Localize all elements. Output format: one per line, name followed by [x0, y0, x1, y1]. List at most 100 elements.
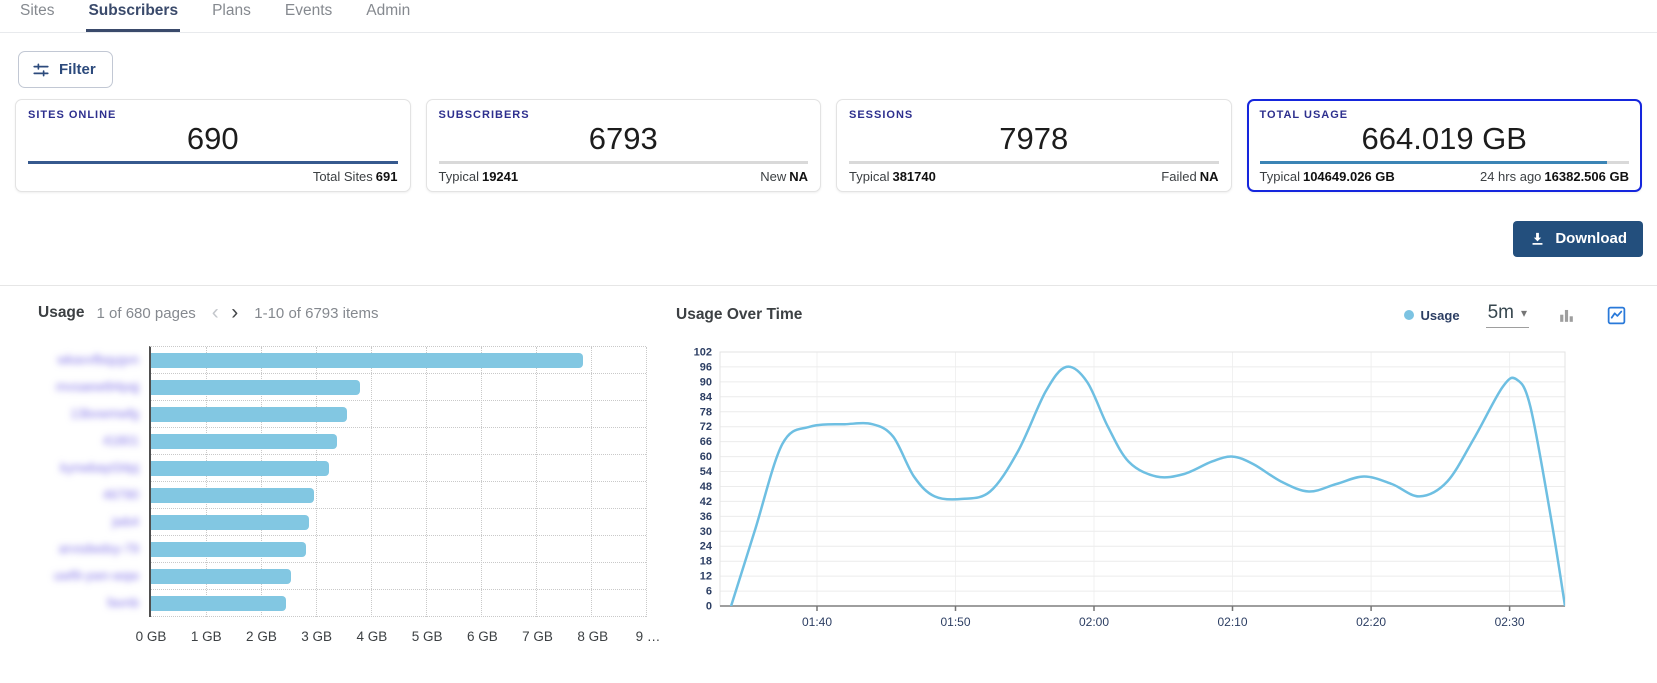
usage-bar[interactable] — [151, 406, 348, 422]
download-button-label: Download — [1555, 230, 1627, 247]
usage-bar[interactable] — [151, 379, 360, 395]
bar-x-tick-label: 0 GB — [135, 629, 167, 644]
legend-item-usage[interactable]: Usage — [1403, 307, 1460, 323]
footer-right: Total Sites 691 — [312, 169, 398, 184]
pagination-items-text: 1-10 of 6793 items — [254, 304, 379, 322]
stat-card-subscribers[interactable]: SUBSCRIBERS 6793 Typical 19241 New NA — [425, 99, 821, 192]
bar-x-tick-label: 8 GB — [577, 629, 609, 644]
bar-x-tick-label: 7 GB — [522, 629, 553, 644]
bar-gridline — [646, 347, 647, 617]
bar-row-label: wkavvfbqygvn — [57, 352, 139, 367]
chevron-down-icon: ▾ — [1520, 306, 1527, 320]
download-row: Download — [0, 192, 1657, 285]
stat-card-total-usage[interactable]: TOTAL USAGE 664.019 GB Typical 104649.026… — [1246, 99, 1642, 192]
svg-text:0: 0 — [706, 601, 712, 613]
usage-bar[interactable] — [151, 487, 315, 503]
footer-left: Typical 104649.026 GB — [1259, 169, 1395, 184]
bar-row-label: uwf9-ywn-wqw — [53, 568, 139, 583]
svg-text:102: 102 — [694, 347, 712, 359]
bar-gridline — [591, 347, 592, 617]
usage-bar[interactable] — [151, 514, 310, 530]
svg-text:6: 6 — [706, 586, 712, 598]
svg-text:02:30: 02:30 — [1495, 615, 1525, 629]
card-title: SESSIONS — [849, 109, 914, 121]
usage-panel: Usage 1 of 680 pages ‹ › 1-10 of 6793 it… — [0, 286, 660, 683]
bar-x-tick-label: 2 GB — [246, 629, 277, 644]
tab-events[interactable]: Events — [284, 2, 333, 19]
chart-controls: Usage 5m ▾ — [1403, 302, 1629, 328]
svg-text:66: 66 — [700, 436, 712, 448]
stat-card-sessions[interactable]: SESSIONS 7978 Typical 381740 Failed NA — [836, 99, 1232, 192]
card-footer: Typical 381740 Failed NA — [849, 169, 1219, 184]
legend-label: Usage — [1420, 307, 1460, 323]
tab-subscribers[interactable]: Subscribers — [86, 0, 181, 32]
line-chart-view-button[interactable] — [1604, 303, 1629, 328]
usage-bar[interactable] — [151, 568, 291, 584]
progress-bar — [849, 161, 1219, 164]
bar-x-tick-label: 6 GB — [466, 629, 498, 644]
interval-select[interactable]: 5m ▾ — [1485, 302, 1529, 328]
footer-right: New NA — [760, 169, 808, 184]
stat-card-sites-online[interactable]: SITES ONLINE 690 Total Sites 691 — [15, 99, 411, 192]
progress-bar — [28, 161, 398, 164]
bar-row-label: favnb — [107, 595, 139, 610]
line-chart-box-icon — [1607, 306, 1626, 324]
card-footer: Typical 104649.026 GB 24 hrs ago 16382.506… — [1260, 169, 1630, 184]
bar-gridline — [536, 347, 537, 617]
svg-text:90: 90 — [700, 376, 712, 388]
usage-panel-title: Usage — [38, 304, 85, 321]
usage-bar-chart[interactable]: wkavvfbqygvn mvsaewt94pqj 13bvwmwfg 41801 ky… — [0, 346, 660, 617]
bar-x-tick-label: 9 … — [635, 629, 661, 644]
tab-admin[interactable]: Admin — [366, 2, 411, 19]
footer-left: Typical 381740 — [849, 169, 936, 184]
progress-bar — [1259, 161, 1629, 164]
card-value: 690 — [186, 121, 239, 156]
svg-text:01:40: 01:40 — [802, 615, 832, 629]
svg-text:96: 96 — [700, 361, 712, 373]
usage-bar[interactable] — [151, 595, 287, 611]
bar-chart-view-button[interactable] — [1555, 304, 1578, 327]
bar-chart-labels: wkavvfbqygvn mvsaewt94pqj 13bvwmwfg 41801 ky… — [0, 346, 149, 617]
stat-cards-row: SITES ONLINE 690 Total Sites 691 SUBSCRIB… — [0, 99, 1657, 192]
bar-row-label: mvsaewt94pqj — [55, 379, 139, 394]
bar-gridline — [481, 347, 482, 617]
tab-sites[interactable]: Sites — [20, 2, 55, 19]
card-value: 6793 — [588, 121, 658, 156]
bar-chart-plot — [149, 346, 647, 617]
usage-bar[interactable] — [151, 460, 330, 476]
usage-bar[interactable] — [151, 433, 338, 449]
svg-text:78: 78 — [700, 406, 712, 418]
bar-gridline — [206, 347, 207, 617]
svg-text:54: 54 — [700, 466, 713, 478]
filter-button[interactable]: Filter — [18, 51, 113, 88]
usage-bar[interactable] — [151, 541, 306, 557]
pagination-next-button[interactable]: › — [227, 302, 242, 323]
toolbar: Filter — [0, 33, 1657, 99]
bar-x-tick-label: 3 GB — [301, 629, 333, 644]
footer-left: Typical 19241 — [438, 169, 519, 184]
bar-row-label: jwb4 — [112, 514, 139, 529]
interval-value: 5m — [1487, 302, 1514, 323]
footer-right: Failed NA — [1161, 169, 1219, 184]
bar-gridline — [316, 347, 317, 617]
svg-text:18: 18 — [700, 556, 712, 568]
bar-x-tick-label: 1 GB — [190, 629, 222, 644]
bar-row-label: arvsdwdsy-79 — [58, 541, 139, 556]
bar-x-tick-label: 4 GB — [356, 629, 388, 644]
usage-over-time-chart[interactable]: 0 6 12 18 24 30 36 42 48 54 60 66 72 78 84 90 96 102 01:40… — [672, 342, 1629, 642]
usage-panel-header: Usage 1 of 680 pages ‹ › 1-10 of 6793 it… — [0, 302, 660, 324]
bar-x-tick-label: 5 GB — [411, 629, 443, 644]
svg-text:48: 48 — [700, 481, 712, 493]
tab-plans[interactable]: Plans — [212, 2, 251, 19]
download-button[interactable]: Download — [1513, 220, 1643, 257]
svg-text:84: 84 — [700, 391, 713, 403]
usage-bar[interactable] — [151, 352, 584, 368]
bar-row — [151, 347, 646, 374]
pagination-prev-button[interactable]: ‹ — [208, 302, 223, 323]
svg-text:12: 12 — [700, 571, 712, 583]
svg-text:60: 60 — [700, 451, 712, 463]
svg-text:30: 30 — [700, 526, 712, 538]
download-icon — [1532, 232, 1543, 245]
usage-over-time-panel: Usage Over Time Usage 5m ▾ — [660, 286, 1657, 683]
